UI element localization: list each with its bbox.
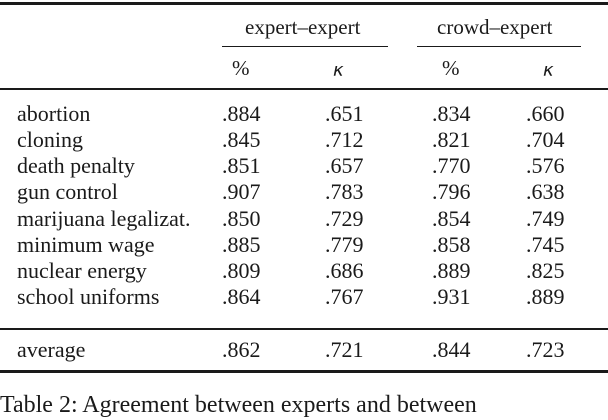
cell-value: .686	[325, 258, 364, 283]
cmidrule-expert-expert	[222, 46, 388, 47]
row-label: cloning	[17, 127, 83, 152]
row-label: school uniforms	[17, 284, 160, 309]
cell-value: .907	[222, 179, 261, 204]
row-label: average	[17, 337, 86, 362]
cell-value: .931	[432, 284, 471, 309]
cell-value: .844	[432, 337, 471, 362]
cell-value: .850	[222, 206, 261, 231]
cell-value: .889	[432, 258, 471, 283]
subheader-kappa-1: κ	[333, 60, 344, 81]
cell-value: .851	[222, 153, 261, 178]
cell-value: .864	[222, 284, 261, 309]
cell-value: .821	[432, 127, 471, 152]
cmidrule-crowd-expert	[417, 46, 581, 47]
group-header-crowd-expert: crowd–expert	[437, 15, 553, 39]
cell-value: .858	[432, 232, 471, 257]
cell-value: .576	[526, 153, 565, 178]
cell-value: .854	[432, 206, 471, 231]
cell-value: .783	[325, 179, 364, 204]
table-caption: Table 2: Agreement between experts and b…	[0, 392, 477, 418]
cell-value: .767	[325, 284, 364, 309]
cell-value: .712	[325, 127, 364, 152]
row-label: minimum wage	[17, 232, 155, 257]
cell-value: .745	[526, 232, 565, 257]
cell-value: .884	[222, 101, 261, 126]
bottom-rule	[0, 370, 608, 373]
group-header-expert-expert: expert–expert	[245, 15, 361, 39]
cell-value: .749	[526, 206, 565, 231]
cell-value: .704	[526, 127, 565, 152]
cell-value: .660	[526, 101, 565, 126]
row-label: death penalty	[17, 153, 135, 178]
row-label: nuclear energy	[17, 258, 147, 283]
cell-value: .796	[432, 179, 471, 204]
subheader-percent-1: %	[232, 56, 250, 80]
header-rule	[0, 88, 608, 90]
summary-rule	[0, 328, 608, 330]
cell-value: .721	[325, 337, 364, 362]
cell-value: .889	[526, 284, 565, 309]
cell-value: .723	[526, 337, 565, 362]
subheader-percent-2: %	[442, 56, 460, 80]
cell-value: .651	[325, 101, 364, 126]
cell-value: .657	[325, 153, 364, 178]
row-label: abortion	[17, 101, 91, 126]
cell-value: .825	[526, 258, 565, 283]
top-rule	[0, 2, 608, 5]
subheader-kappa-2: κ	[543, 60, 554, 81]
cell-value: .885	[222, 232, 261, 257]
cell-value: .834	[432, 101, 471, 126]
cell-value: .779	[325, 232, 364, 257]
row-label: marijuana legalizat.	[17, 206, 191, 231]
cell-value: .809	[222, 258, 261, 283]
cell-value: .845	[222, 127, 261, 152]
cell-value: .729	[325, 206, 364, 231]
row-label: gun control	[17, 179, 118, 204]
cell-value: .862	[222, 337, 261, 362]
cell-value: .770	[432, 153, 471, 178]
cell-value: .638	[526, 179, 565, 204]
